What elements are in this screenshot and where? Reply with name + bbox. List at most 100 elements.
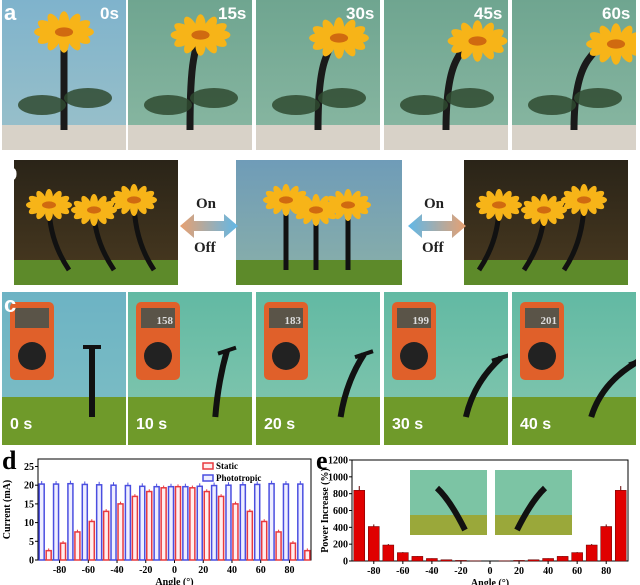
photo-a-2 xyxy=(256,0,380,150)
on-label-right: On xyxy=(424,196,445,212)
bar-phototropic xyxy=(282,483,290,561)
bar-power-increase xyxy=(600,526,612,562)
bar-power-increase xyxy=(382,544,395,562)
bar-static xyxy=(131,495,139,561)
bar-static xyxy=(217,495,225,561)
bar-phototropic xyxy=(253,483,261,561)
x-tick-label: 0 xyxy=(488,566,493,577)
photo-b-0 xyxy=(14,160,178,285)
photo-c-0 xyxy=(2,292,126,445)
photo-c-3: 199 xyxy=(384,292,508,445)
bar-static xyxy=(59,542,67,561)
bar-phototropic xyxy=(239,484,247,561)
inset-photo-1 xyxy=(495,470,572,535)
photo-c-4: 201 xyxy=(512,292,636,445)
x-tick-label: 0 xyxy=(172,565,177,576)
x-tick-label: -80 xyxy=(367,566,380,577)
bar-static xyxy=(246,510,254,561)
photo-a-0 xyxy=(2,0,126,150)
y-tick-label: 0 xyxy=(29,556,34,567)
time-label-a: 0s xyxy=(100,4,119,23)
bar-power-increase xyxy=(585,544,598,562)
bar-phototropic xyxy=(167,485,175,561)
x-tick-label: 20 xyxy=(198,565,208,576)
x-tick-label: 40 xyxy=(227,565,237,576)
photo-c-1: 158 xyxy=(128,292,252,445)
time-label-a: 30s xyxy=(346,4,375,23)
x-tick-label: -60 xyxy=(396,566,409,577)
bar-power-increase xyxy=(455,560,467,562)
chart-d: 0 5 10 15 20 25 -80 -60 -40 -20 0 20 40 60 80 Angle (°)… xyxy=(2,458,312,585)
x-tick-label: 60 xyxy=(572,566,582,577)
y-tick-label: 20 xyxy=(24,481,34,492)
bar-static xyxy=(160,487,167,561)
time-label-c: 20 s xyxy=(264,416,296,433)
x-tick-label: -20 xyxy=(454,566,467,577)
time-label-a: 45s xyxy=(474,4,503,23)
photo-a-4 xyxy=(512,0,636,150)
x-tick-label: 60 xyxy=(256,565,266,576)
meter-reading: 158 xyxy=(157,315,174,327)
legend-label-phototropic: Phototropic xyxy=(216,473,261,483)
bar-power-increase xyxy=(571,552,583,562)
y-tick-label: 25 xyxy=(24,462,34,473)
bar-power-increase xyxy=(527,559,540,562)
x-axis-label: Angle (°) xyxy=(155,577,193,585)
bar-power-increase xyxy=(513,560,525,562)
on-label-left: On xyxy=(196,196,217,212)
x-tick-label: -80 xyxy=(53,565,66,576)
x-tick-label: 40 xyxy=(543,566,553,577)
bar-static xyxy=(260,520,268,561)
bar-phototropic xyxy=(139,485,146,561)
time-label-c: 0 s xyxy=(10,416,33,433)
bar-power-increase xyxy=(411,556,424,562)
bar-power-increase xyxy=(614,490,627,562)
bar-static xyxy=(275,531,282,561)
photo-b-1 xyxy=(236,160,402,285)
y-tick-label: 15 xyxy=(24,499,34,510)
bar-static xyxy=(117,503,124,561)
panel-label-e: e xyxy=(316,446,328,475)
bar-phototropic xyxy=(210,484,218,561)
chart-e: 0 200 400 600 800 1000 1200 -80 -60 -40 -20 0 20 40 60… xyxy=(320,456,629,585)
photo-a-3 xyxy=(384,0,508,150)
panel-label-b: b xyxy=(4,160,18,185)
bar-static xyxy=(102,510,110,561)
bar-static xyxy=(289,542,297,561)
bar-static xyxy=(189,487,196,561)
off-label-right: Off xyxy=(422,240,444,256)
off-label-left: Off xyxy=(194,240,216,256)
bar-static xyxy=(74,531,81,561)
time-label-a: 15s xyxy=(218,4,247,23)
bar-phototropic xyxy=(225,484,232,561)
y-axis-label: Power Increase (%) xyxy=(320,468,331,553)
y-tick-label: 1000 xyxy=(328,472,348,483)
x-tick-label: 80 xyxy=(284,565,294,576)
y-tick-label: 1200 xyxy=(328,456,348,467)
bar-power-increase xyxy=(542,558,554,562)
double-arrow-icon-right xyxy=(408,214,466,238)
bar-phototropic xyxy=(81,483,89,561)
bar-static xyxy=(45,549,52,561)
bar-power-increase xyxy=(426,558,438,562)
x-tick-label: -40 xyxy=(110,565,123,576)
x-tick-label: -60 xyxy=(82,565,95,576)
y-axis-label: Current (mA) xyxy=(2,480,13,540)
y-tick-label: 5 xyxy=(29,537,34,548)
bar-phototropic xyxy=(196,485,203,561)
bar-phototropic xyxy=(110,484,117,561)
panel-label-c: c xyxy=(4,292,17,317)
y-tick-label: 800 xyxy=(333,489,348,500)
bar-power-increase xyxy=(440,559,453,562)
y-tick-label: 0 xyxy=(343,557,348,568)
x-axis-label: Angle (°) xyxy=(471,578,509,585)
bar-static xyxy=(88,520,96,561)
meter-reading: 183 xyxy=(285,315,302,327)
bar-phototropic xyxy=(182,485,189,561)
panel-label-d: d xyxy=(2,446,17,475)
bar-power-increase xyxy=(368,526,380,562)
panel-label-a: a xyxy=(4,0,17,25)
y-tick-label: 600 xyxy=(333,506,348,517)
bar-phototropic xyxy=(297,483,304,561)
y-tick-label: 400 xyxy=(333,523,348,534)
